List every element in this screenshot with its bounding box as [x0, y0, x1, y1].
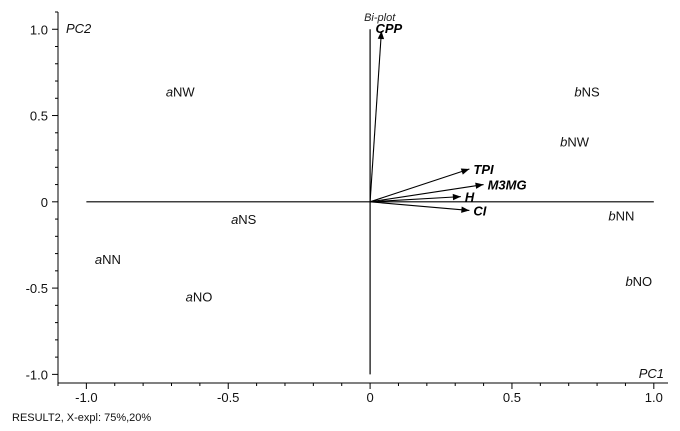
chart-title: Bi-plot	[364, 12, 396, 24]
arrowhead-h	[452, 193, 461, 201]
y-tick-label: 0	[41, 195, 48, 210]
point-bns: bNS	[574, 84, 600, 99]
point-bnw: bNW	[560, 134, 590, 149]
x-tick-label: 0	[366, 390, 373, 405]
vector-label-ci: CI	[473, 203, 486, 218]
y-axis-label: PC2	[66, 21, 92, 36]
vector-label-cpp: CPP	[375, 21, 402, 36]
arrowhead-cpp	[377, 30, 385, 40]
bi-plot-chart: -1.0 -0.5 0 0.5 1.0 -1.0 -0.5 0 0.5 1.0 CPP TPIM3M…	[26, 11, 668, 405]
vector-label-h: H	[465, 190, 475, 205]
vector-tpi	[369, 168, 470, 203]
x-tick-label: -1.0	[75, 390, 97, 405]
arrowhead-tpi	[460, 168, 470, 175]
vector-cpp	[369, 30, 382, 202]
y-tick-label: -1.0	[26, 367, 48, 382]
y-tick-label: 1.0	[30, 22, 48, 37]
score-points: aNW aNS aNN aNO bNS bNW bNN bNO	[95, 84, 652, 304]
point-ans: aNS	[231, 212, 257, 227]
point-anw: aNW	[166, 84, 196, 99]
axis-ticks: -1.0 -0.5 0 0.5 1.0 -1.0 -0.5 0 0.5 1.0	[26, 11, 663, 405]
vector-label-m3mg: M3MG	[488, 178, 527, 193]
x-tick-label: 1.0	[645, 390, 663, 405]
x-tick-label: 0.5	[503, 390, 521, 405]
vector-label-tpi: TPI	[473, 162, 494, 177]
point-ann: aNN	[95, 252, 121, 267]
vector-ci	[370, 201, 470, 211]
y-tick-label: -0.5	[26, 281, 48, 296]
point-bno: bNO	[625, 274, 652, 289]
y-tick-label: 0.5	[30, 109, 48, 124]
x-tick-label: -0.5	[217, 390, 239, 405]
result-footer: RESULT2, X-expl: 75%,20%	[12, 412, 152, 424]
x-axis-label: PC1	[639, 366, 664, 381]
point-ano: aNO	[186, 290, 213, 305]
arrowhead-ci	[461, 206, 470, 213]
arrowhead-m3mg	[475, 182, 484, 189]
point-bnn: bNN	[608, 209, 634, 224]
vector-m3mg	[370, 184, 484, 203]
vector-h	[370, 196, 461, 203]
axis-labels: Bi-plot PC2 PC1	[66, 12, 664, 381]
plot-frame	[57, 12, 668, 384]
